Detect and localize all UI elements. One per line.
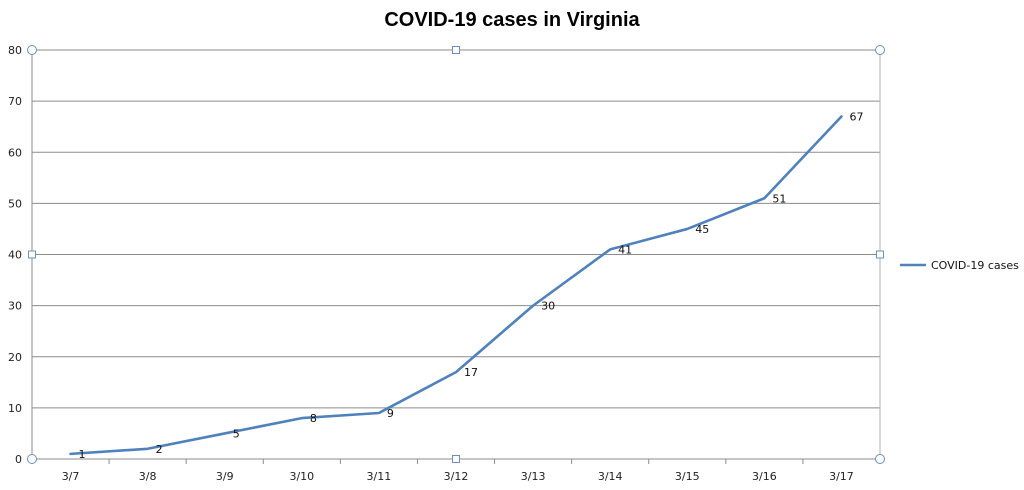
y-tick-label: 0 [15, 453, 22, 466]
x-tick-label: 3/13 [521, 470, 546, 483]
series-group [69, 114, 843, 456]
corner-resize-handle[interactable] [875, 454, 885, 464]
data-point [762, 196, 766, 200]
gridlines [31, 49, 881, 460]
selection-handles[interactable] [27, 45, 885, 464]
data-label: 5 [233, 427, 240, 440]
corner-resize-handle[interactable] [27, 45, 37, 55]
legend-label: COVID-19 cases [931, 259, 1019, 272]
x-tick-label: 3/14 [598, 470, 623, 483]
x-tick-label: 3/12 [444, 470, 469, 483]
data-point [300, 416, 304, 420]
edge-resize-handle[interactable] [452, 46, 460, 54]
corner-resize-handle[interactable] [27, 454, 37, 464]
data-label: 67 [849, 110, 863, 123]
series-line [69, 115, 843, 456]
edge-resize-handle[interactable] [452, 455, 460, 463]
y-tick-label: 60 [8, 146, 22, 159]
x-tick-label: 3/7 [62, 470, 80, 483]
y-tick-label: 80 [8, 44, 22, 57]
x-tick-label: 3/17 [829, 470, 854, 483]
edge-resize-handle[interactable] [28, 250, 36, 259]
edge-resize-handle[interactable] [876, 250, 884, 259]
data-point [608, 247, 612, 251]
data-point [685, 227, 689, 231]
data-point [377, 411, 381, 415]
data-point [223, 431, 227, 435]
y-tick-label: 50 [8, 197, 22, 210]
y-tick-label: 10 [8, 402, 22, 415]
data-label: 45 [695, 223, 709, 236]
data-label: 9 [387, 407, 394, 420]
legend: COVID-19 cases [900, 259, 1019, 272]
x-tick-label: 3/10 [289, 470, 314, 483]
y-tick-label: 20 [8, 351, 22, 364]
data-label: 30 [541, 300, 555, 313]
data-point [454, 370, 458, 374]
data-point [839, 114, 843, 118]
data-label: 1 [79, 448, 86, 461]
y-tick-label: 30 [8, 300, 22, 313]
chart-title: COVID-19 cases in Virginia [384, 9, 640, 31]
data-point [69, 452, 73, 456]
corner-resize-handle[interactable] [875, 45, 885, 55]
data-label: 41 [618, 243, 632, 256]
data-point [531, 304, 535, 308]
data-label: 17 [464, 366, 478, 379]
y-tick-label: 40 [8, 249, 22, 262]
data-label: 2 [156, 443, 163, 456]
data-labels: 1 2 5 8 9 17 30 41 45 51 67 [79, 110, 864, 460]
x-tick-label: 3/11 [367, 470, 392, 483]
x-tick-label: 3/15 [675, 470, 700, 483]
y-tick-label: 70 [8, 95, 22, 108]
data-label: 8 [310, 412, 317, 425]
data-label: 51 [772, 192, 786, 205]
x-tick-label: 3/8 [139, 470, 157, 483]
x-tick-label: 3/9 [216, 470, 234, 483]
x-tick-label: 3/16 [752, 470, 777, 483]
data-point [146, 447, 150, 451]
y-axis: 0 10 20 30 40 50 60 70 80 [8, 44, 22, 466]
